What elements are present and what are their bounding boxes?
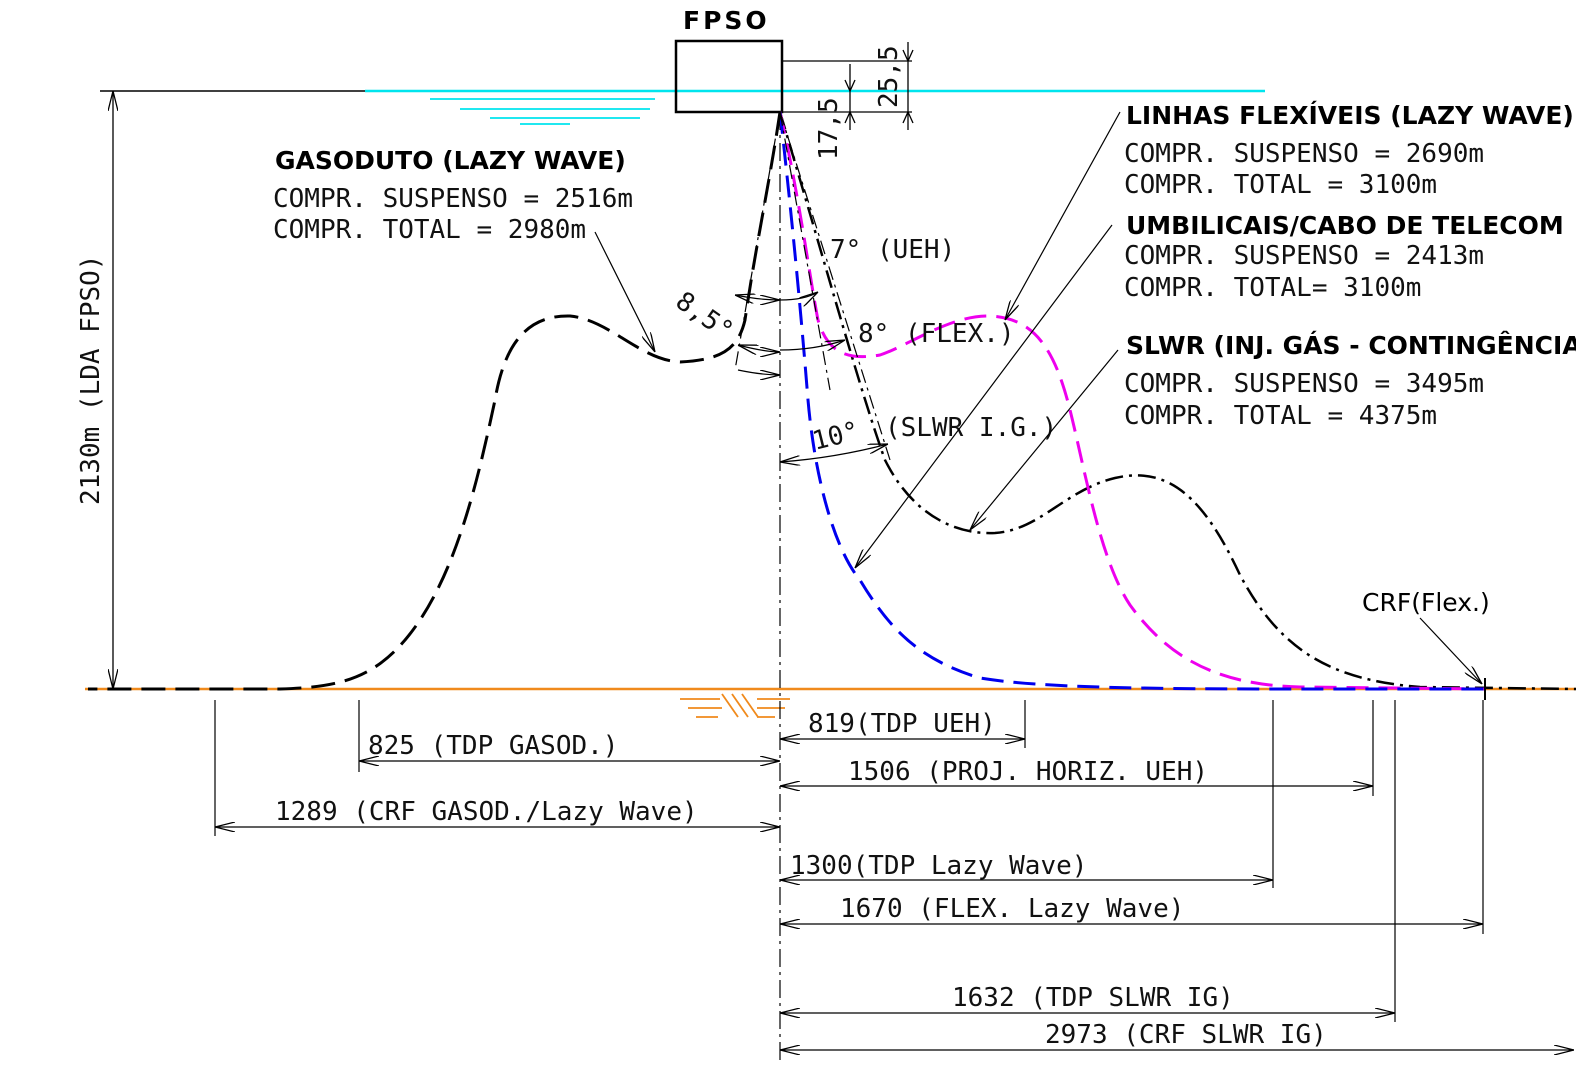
dimension-lines — [215, 739, 1574, 1050]
angle-slwr-deg-label: 10° — [809, 416, 862, 456]
angle-flex-label: 8° (FLEX.) — [858, 319, 1015, 349]
umbilicais-total: COMPR. TOTAL= 3100m — [1124, 273, 1421, 303]
dim-tdp-slwr-label: 1632 (TDP SLWR IG) — [952, 983, 1234, 1013]
umbilical-line — [778, 111, 1485, 691]
flexible-line — [778, 111, 1486, 691]
dim-17-5: 17,5 — [814, 97, 844, 160]
dim-tdp-ueh-label: 819(TDP UEH) — [808, 709, 996, 739]
flexiveis-suspended: COMPR. SUSPENSO = 2690m — [1124, 139, 1484, 169]
angle-ueh-label: 7° (UEH) — [830, 235, 955, 265]
umbilicais-suspended: COMPR. SUSPENSO = 2413m — [1124, 241, 1484, 271]
gasoduto-suspended: COMPR. SUSPENSO = 2516m — [273, 184, 633, 214]
leader-lines — [594, 111, 1482, 684]
crf-label: CRF(Flex.) — [1362, 588, 1490, 617]
sea-surface — [100, 89, 1265, 125]
angle-guides — [734, 111, 891, 462]
slwr-title: SLWR (INJ. GÁS - CONTINGÊNCIA) — [1126, 331, 1576, 360]
angle-gas-label: 8,5° — [670, 286, 739, 346]
dim-crf-gasod-label: 1289 (CRF GASOD./Lazy Wave) — [275, 797, 698, 827]
slwr-riser — [778, 111, 1576, 691]
slwr-suspended: COMPR. SUSPENSO = 3495m — [1124, 369, 1484, 399]
fpso-label: FPSO — [683, 6, 770, 35]
dim-tdp-gasod-label: 825 (TDP GASOD.) — [368, 731, 618, 761]
slwr-total: COMPR. TOTAL = 4375m — [1124, 401, 1437, 431]
gasoduto-title: GASODUTO (LAZY WAVE) — [275, 146, 626, 175]
gasoduto-total: COMPR. TOTAL = 2980m — [273, 215, 586, 245]
umbilicais-title: UMBILICAIS/CABO DE TELECOM — [1126, 211, 1564, 240]
fpso-hull — [674, 39, 784, 114]
seabed — [85, 687, 1576, 718]
dim-25-5: 25,5 — [874, 45, 904, 108]
flexiveis-total: COMPR. TOTAL = 3100m — [1124, 170, 1437, 200]
flexiveis-title: LINHAS FLEXÍVEIS (LAZY WAVE) — [1126, 101, 1574, 130]
dim-crf-slwr-label: 2973 (CRF SLWR IG) — [1045, 1020, 1327, 1050]
dim-tdp-lazy-label: 1300(TDP Lazy Wave) — [790, 851, 1087, 881]
gas-export-line — [88, 111, 782, 691]
fpso-dimensions — [782, 42, 914, 130]
dim-proj-ueh-label: 1506 (PROJ. HORIZ. UEH) — [848, 757, 1208, 787]
water-depth-label: 2130m (LDA FPSO) — [76, 255, 106, 505]
dim-flex-lazy-label: 1670 (FLEX. Lazy Wave) — [840, 894, 1184, 924]
angle-slwr-label: (SLWR I.G.) — [885, 413, 1057, 443]
